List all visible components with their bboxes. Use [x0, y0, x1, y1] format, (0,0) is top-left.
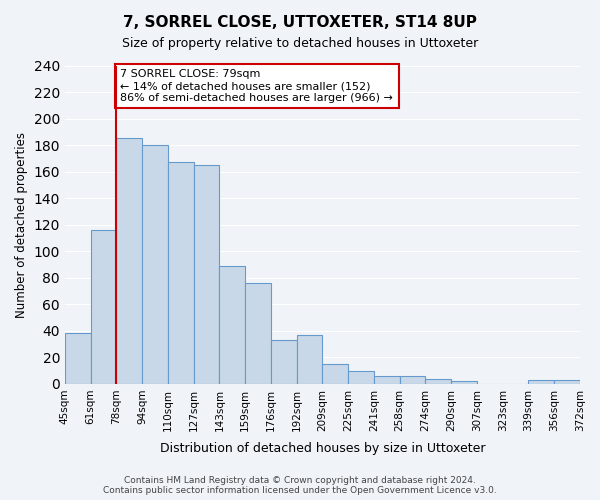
- Bar: [554, 380, 580, 384]
- Text: Contains HM Land Registry data © Crown copyright and database right 2024.
Contai: Contains HM Land Registry data © Crown c…: [103, 476, 497, 495]
- Bar: [322, 364, 348, 384]
- Bar: [374, 376, 400, 384]
- X-axis label: Distribution of detached houses by size in Uttoxeter: Distribution of detached houses by size …: [160, 442, 485, 455]
- Bar: [425, 378, 451, 384]
- Bar: [220, 266, 245, 384]
- Bar: [271, 340, 297, 384]
- Bar: [451, 381, 477, 384]
- Text: Size of property relative to detached houses in Uttoxeter: Size of property relative to detached ho…: [122, 38, 478, 51]
- Bar: [529, 380, 554, 384]
- Bar: [400, 376, 425, 384]
- Text: 7, SORREL CLOSE, UTTOXETER, ST14 8UP: 7, SORREL CLOSE, UTTOXETER, ST14 8UP: [123, 15, 477, 30]
- Bar: [245, 283, 271, 384]
- Text: 7 SORREL CLOSE: 79sqm
← 14% of detached houses are smaller (152)
86% of semi-det: 7 SORREL CLOSE: 79sqm ← 14% of detached …: [120, 70, 393, 102]
- Bar: [116, 138, 142, 384]
- Y-axis label: Number of detached properties: Number of detached properties: [15, 132, 28, 318]
- Bar: [348, 370, 374, 384]
- Bar: [91, 230, 116, 384]
- Bar: [65, 334, 91, 384]
- Bar: [194, 165, 220, 384]
- Bar: [297, 335, 322, 384]
- Bar: [142, 145, 168, 384]
- Bar: [168, 162, 194, 384]
